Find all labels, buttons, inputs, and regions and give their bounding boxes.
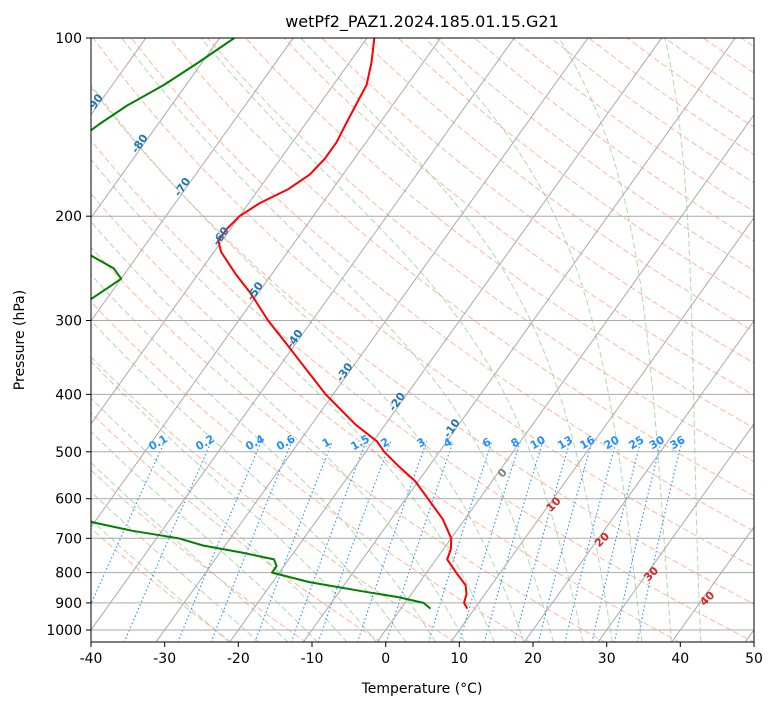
mixing-ratio-line <box>91 441 166 606</box>
dry-adiabats <box>91 38 754 642</box>
x-tick-label: 40 <box>671 651 689 667</box>
y-axis: 100 200 300 400 500 600 700 800 900 1000 <box>46 31 91 639</box>
mixing-ratio-line <box>537 441 593 642</box>
y-tick-label: 800 <box>55 566 82 582</box>
plot-area: 0.10.20.40.611.52346810131620253036-100-… <box>91 38 754 642</box>
dry-adiabat <box>91 469 307 642</box>
moist-adiabat <box>424 38 643 642</box>
isotherm-line <box>523 319 754 642</box>
isotherm-line <box>597 423 754 642</box>
dry-adiabat <box>91 192 681 642</box>
mixing-ratio-line <box>290 441 367 642</box>
mixing-ratio-line <box>459 441 521 642</box>
y-tick-label: 1000 <box>46 623 82 639</box>
x-tick-label: 0 <box>381 651 390 667</box>
x-tick-label: 50 <box>745 651 763 667</box>
isotherm-line <box>91 38 515 631</box>
plot-frame <box>90 37 755 643</box>
isotherm-line <box>671 526 754 642</box>
moist-adiabat <box>91 491 259 642</box>
mixing-ratio-line <box>428 441 493 642</box>
dry-adiabat <box>91 86 754 605</box>
moist-adiabat <box>91 519 230 642</box>
mixing-ratio-line <box>483 441 544 642</box>
moist-adiabat <box>91 360 377 642</box>
y-tick-label: 900 <box>55 596 82 612</box>
x-tick-label: 10 <box>450 651 468 667</box>
isotherm-line <box>155 38 589 642</box>
moist-adiabat <box>91 397 348 642</box>
dry-adiabat <box>321 38 754 364</box>
temperature-profile <box>217 38 469 610</box>
y-tick-label: 300 <box>55 314 82 330</box>
x-axis-label: Temperature (°C) <box>361 681 483 697</box>
mixing-ratio-line <box>123 441 213 642</box>
moist-adiabat <box>91 319 407 642</box>
dry-adiabat <box>91 139 754 642</box>
dry-adiabat <box>92 38 754 568</box>
moist-adiabat <box>664 38 702 642</box>
dry-adiabat <box>397 38 754 302</box>
mixing-ratio-line <box>513 441 571 642</box>
mixing-ratio-lines <box>91 441 683 642</box>
isotherm-line <box>91 38 294 322</box>
y-tick-label: 100 <box>55 31 82 47</box>
y-tick-label: 500 <box>55 445 82 461</box>
dry-adiabat <box>130 38 754 532</box>
moist-adiabat <box>200 38 584 642</box>
isotherm-line <box>229 38 663 642</box>
isotherm-line <box>450 217 754 642</box>
x-tick-label: 20 <box>524 651 542 667</box>
moist-adiabat <box>91 84 525 642</box>
y-tick-label: 600 <box>55 492 82 508</box>
isotherm-line <box>302 38 736 642</box>
dry-adiabat <box>91 301 531 642</box>
dry-adiabat <box>168 38 754 497</box>
moist-adiabat <box>91 158 495 642</box>
dry-adiabat <box>91 356 457 642</box>
x-tick-label: 30 <box>598 651 616 667</box>
isotherm-line <box>91 38 221 219</box>
mixing-ratio-line <box>636 441 683 642</box>
dry-adiabat <box>245 38 754 429</box>
isotherm-line <box>376 113 754 642</box>
moist-adiabat <box>558 38 672 642</box>
moist-adiabat <box>121 38 554 642</box>
x-tick-label: -20 <box>227 651 250 667</box>
y-tick-label: 200 <box>55 209 82 225</box>
isotherm-line <box>91 38 368 425</box>
mixing-ratio-line <box>591 441 642 642</box>
isotherm-line <box>91 38 442 528</box>
chart-title: wetPf2_PAZ1.2024.185.01.15.G21 <box>285 12 559 32</box>
mixing-ratio-line <box>564 441 617 642</box>
x-tick-label: -10 <box>301 651 324 667</box>
isobars <box>91 38 754 631</box>
y-tick-label: 700 <box>55 531 82 547</box>
profiles <box>91 38 469 610</box>
y-tick-label: 400 <box>55 387 82 403</box>
mixing-ratio-line <box>613 441 662 642</box>
dry-adiabat <box>91 246 606 642</box>
isotherms <box>91 38 754 642</box>
x-axis: -40 -30 -20 -10 0 10 20 30 40 50 <box>80 642 763 667</box>
mixing-ratio-line <box>317 441 392 642</box>
x-tick-label: -30 <box>153 651 176 667</box>
dewpoint-profile <box>91 38 432 610</box>
y-axis-label: Pressure (hPa) <box>12 290 28 390</box>
dry-adiabat <box>91 412 382 642</box>
x-tick-label: -40 <box>80 651 103 667</box>
